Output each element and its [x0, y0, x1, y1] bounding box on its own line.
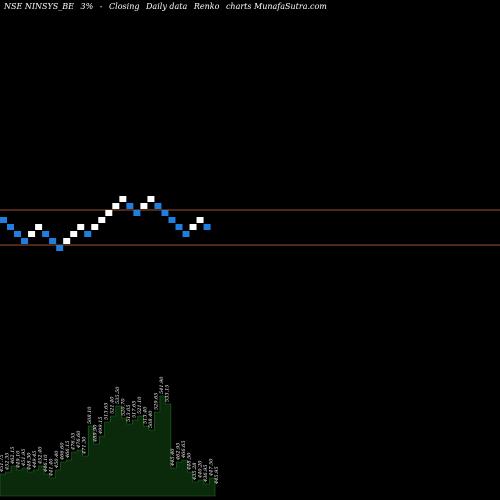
- volume-label: 462.95: [175, 443, 181, 462]
- renko-brick: [168, 217, 176, 223]
- volume-label: 462.15: [10, 447, 16, 466]
- volume-label: 466.65: [181, 441, 187, 460]
- renko-brick: [91, 224, 99, 230]
- renko-brick: [140, 203, 148, 209]
- renko-brick: [56, 245, 64, 251]
- volume-label: 447.50: [208, 458, 214, 477]
- renko-brick: [126, 203, 134, 209]
- volume-area: [0, 395, 216, 497]
- renko-brick: [133, 210, 141, 216]
- renko-brick: [77, 224, 85, 230]
- renko-brick: [154, 203, 162, 209]
- renko-brick: [7, 224, 15, 230]
- volume-label: 435.28: [192, 463, 198, 482]
- renko-brick: [35, 224, 43, 230]
- renko-brick: [147, 196, 155, 202]
- chart-header: NSE NINSYS_BE 3% - Closing Daily data Re…: [4, 2, 331, 11]
- volume-label: 471.30: [82, 436, 88, 455]
- volume-label: 449.45: [32, 451, 38, 470]
- renko-brick: [203, 224, 211, 230]
- renko-brick: [28, 231, 36, 237]
- volume-label: 489.90: [93, 424, 99, 443]
- volume-label: 508.40: [148, 410, 154, 428]
- renko-brick: [105, 210, 113, 216]
- volume-label: 448.30: [27, 452, 33, 471]
- arrow-label: -: [99, 2, 103, 11]
- volume-label: 441.40: [49, 458, 55, 477]
- renko-brick: [189, 224, 197, 230]
- volume-label: 513.65: [104, 403, 110, 421]
- period-label: Daily data: [146, 2, 188, 11]
- volume-label: 445.95: [214, 467, 220, 486]
- volume-label: 541.90: [159, 376, 165, 394]
- volume-label: 452.40: [38, 446, 44, 465]
- box-size-label: 3%: [80, 2, 94, 11]
- renko-brick: [70, 231, 78, 237]
- volume-label: 451.95: [21, 449, 27, 468]
- volume-label: 513.40: [142, 406, 148, 424]
- basis-label: Closing: [109, 2, 140, 11]
- renko-brick: [175, 224, 183, 230]
- chart-kind-label: Renko: [193, 2, 220, 11]
- volume-label: 466.15: [65, 441, 71, 460]
- symbol-label: NSE NINSYS_BE: [4, 2, 74, 11]
- volume-label: 533.15: [164, 385, 170, 403]
- volume-label: 529.65: [153, 393, 159, 411]
- volume-label: 445.40: [170, 448, 176, 467]
- renko-brick: [63, 238, 71, 244]
- source-label: charts MunafaSutra.com: [225, 2, 327, 11]
- volume-label: 517.65: [131, 401, 137, 419]
- volume-label: 450.40: [54, 450, 60, 469]
- volume-label: 499.15: [98, 417, 104, 436]
- volume-label: 535.50: [115, 386, 121, 404]
- renko-brick: [14, 231, 22, 237]
- renko-brick: [84, 231, 92, 237]
- volume-label: 436.95: [203, 465, 209, 484]
- renko-brick: [21, 238, 29, 244]
- volume-label: 476.60: [76, 430, 82, 449]
- volume-label: 451.75: [0, 455, 5, 474]
- renko-brick: [98, 217, 106, 223]
- renko-brick: [182, 231, 190, 237]
- volume-label: 508.10: [87, 406, 93, 424]
- volume-label: 449.10: [16, 450, 22, 469]
- volume-label: 440.20: [197, 460, 203, 479]
- volume-label: 476.55: [71, 433, 77, 452]
- renko-brick: [112, 203, 120, 209]
- volume-label: 452.35: [5, 453, 11, 472]
- renko-brick: [119, 196, 127, 202]
- volume-label: 448.50: [186, 452, 192, 471]
- renko-brick: [161, 210, 169, 216]
- volume-label: 521.40: [109, 396, 115, 414]
- volume-label: 513.05: [126, 405, 132, 423]
- volume-label: 521.10: [137, 396, 143, 414]
- volume-label: 446.10: [43, 454, 49, 473]
- renko-brick: [196, 217, 204, 223]
- renko-brick: [0, 217, 7, 223]
- volume-label: 520.70: [120, 398, 126, 416]
- renko-brick: [49, 238, 57, 244]
- volume-label: 466.60: [60, 442, 66, 461]
- renko-brick: [42, 231, 50, 237]
